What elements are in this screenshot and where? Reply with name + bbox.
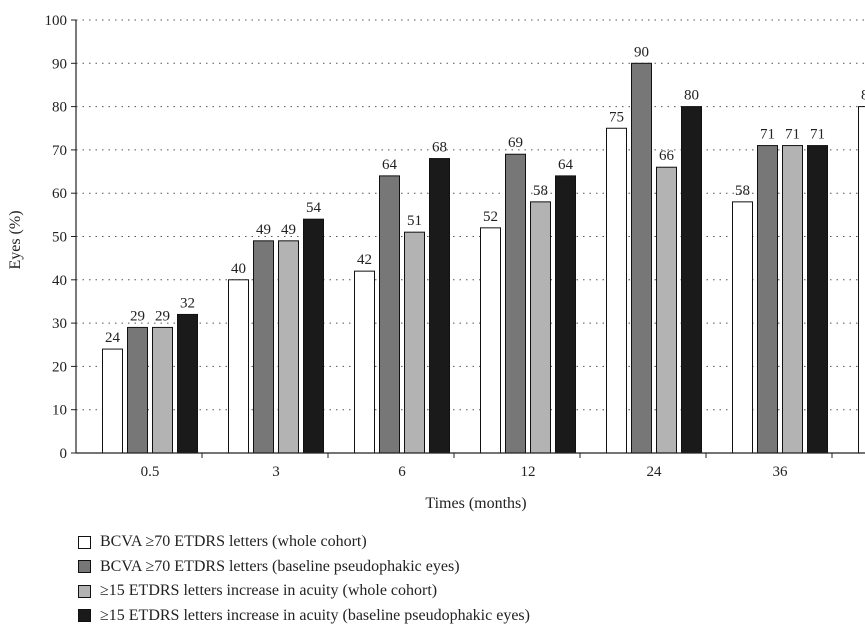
bar	[505, 153, 526, 454]
data-label: 80	[684, 88, 699, 104]
y-axis-title: Eyes (%)	[7, 210, 24, 269]
bar	[858, 106, 865, 454]
x-tick-label: 12	[521, 464, 536, 480]
x-tick-label: 24	[647, 464, 663, 480]
legend-label: ≥15 ETDRS letters increase in acuity (wh…	[100, 582, 438, 600]
x-tick-label: 36	[773, 464, 789, 480]
y-tick-label: 60	[52, 186, 67, 202]
y-tick-label: 0	[60, 446, 68, 462]
bar	[127, 326, 148, 454]
data-label: 42	[357, 252, 372, 268]
bar	[606, 127, 627, 454]
bar	[253, 240, 274, 454]
y-tick-label: 30	[52, 316, 67, 332]
bar	[656, 166, 677, 454]
x-tick-label: 6	[398, 464, 406, 480]
data-label: 29	[130, 308, 145, 324]
legend-swatch	[78, 535, 91, 549]
bar	[429, 158, 450, 454]
legend-swatch	[78, 560, 91, 574]
legend-item: BCVA ≥70 ETDRS letters (whole cohort)	[78, 530, 530, 555]
data-label: 40	[231, 261, 246, 277]
bar	[278, 240, 299, 454]
bar	[152, 326, 173, 454]
bar	[303, 218, 324, 454]
legend: BCVA ≥70 ETDRS letters (whole cohort) BC…	[78, 530, 530, 628]
bar	[404, 231, 425, 454]
x-tick-label: 3	[272, 464, 280, 480]
bar	[732, 201, 753, 454]
bar	[177, 313, 198, 454]
data-label: 51	[407, 213, 422, 229]
data-label: 64	[382, 157, 398, 173]
bar	[757, 145, 778, 454]
bar	[228, 279, 249, 454]
data-label: 71	[810, 127, 825, 143]
data-label: 32	[180, 295, 195, 311]
data-label: 69	[508, 135, 523, 151]
y-tick-label: 100	[45, 13, 68, 29]
bar	[681, 106, 702, 454]
data-label: 68	[432, 140, 447, 156]
data-label: 75	[609, 109, 624, 125]
y-tick-label: 70	[52, 143, 67, 159]
bar	[782, 145, 803, 454]
legend-label: ≥15 ETDRS letters increase in acuity (ba…	[100, 606, 530, 624]
y-tick-label: 50	[52, 230, 67, 246]
data-label: 71	[760, 127, 775, 143]
bar	[555, 175, 576, 454]
data-label: 80	[861, 88, 865, 104]
legend-swatch	[78, 609, 91, 623]
bar	[379, 175, 400, 454]
legend-item: ≥15 ETDRS letters increase in acuity (wh…	[78, 579, 530, 604]
bar	[480, 227, 501, 454]
data-label: 24	[105, 330, 121, 346]
legend-label: BCVA ≥70 ETDRS letters (whole cohort)	[100, 533, 367, 551]
legend-label: BCVA ≥70 ETDRS letters (baseline pseudop…	[100, 557, 460, 575]
bar	[354, 270, 375, 454]
x-axis-title: Times (months)	[425, 495, 526, 512]
data-label: 54	[306, 200, 322, 216]
y-tick-label: 80	[52, 100, 67, 116]
y-tick-label: 20	[52, 359, 67, 375]
bar	[807, 145, 828, 454]
data-label: 90	[634, 44, 649, 60]
legend-item: BCVA ≥70 ETDRS letters (baseline pseudop…	[78, 555, 530, 580]
data-label: 49	[281, 222, 296, 238]
data-label: 49	[256, 222, 271, 238]
data-label: 64	[558, 157, 574, 173]
y-tick-label: 40	[52, 273, 67, 289]
data-labels: 24 29 29 32 40 49 49 54 42 64 51 68 52 69 58 64 75 90 66 80…	[105, 44, 865, 346]
data-label: 71	[785, 127, 800, 143]
y-tick-label: 10	[52, 403, 67, 419]
data-label: 66	[659, 148, 675, 164]
legend-swatch	[78, 584, 91, 598]
data-label: 58	[533, 183, 548, 199]
bars	[102, 62, 865, 454]
bar	[631, 62, 652, 454]
legend-item: ≥15 ETDRS letters increase in acuity (ba…	[78, 604, 530, 629]
y-tick-label: 90	[52, 56, 67, 72]
data-label: 29	[155, 308, 170, 324]
bar	[102, 348, 123, 454]
bar	[530, 201, 551, 454]
x-tick-label: 0.5	[141, 464, 160, 480]
data-label: 52	[483, 209, 498, 225]
data-label: 58	[735, 183, 750, 199]
